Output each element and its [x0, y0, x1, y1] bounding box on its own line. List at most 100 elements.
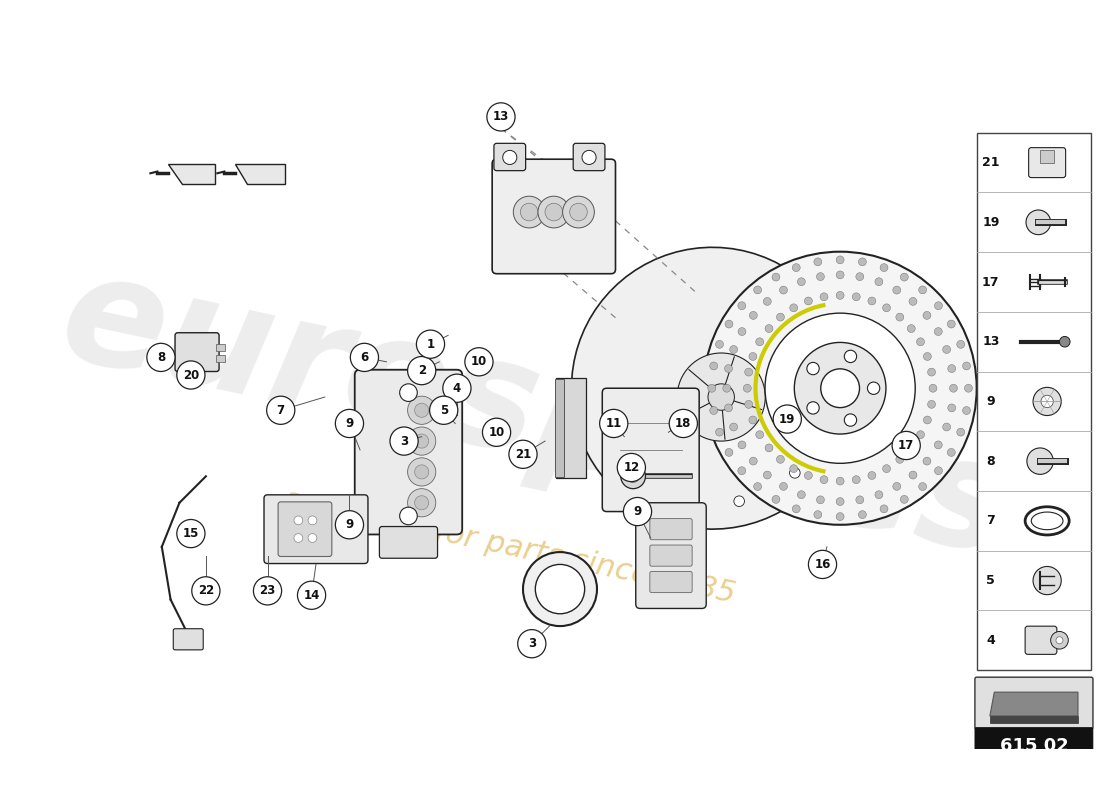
FancyBboxPatch shape [264, 495, 368, 563]
Circle shape [816, 273, 824, 281]
Text: 8: 8 [157, 351, 165, 364]
Circle shape [704, 252, 977, 525]
Circle shape [895, 455, 904, 463]
Text: 5: 5 [987, 574, 996, 587]
Circle shape [948, 365, 956, 373]
Circle shape [763, 298, 771, 306]
Text: 12: 12 [624, 461, 639, 474]
Circle shape [772, 273, 780, 281]
Circle shape [729, 423, 738, 431]
Circle shape [817, 361, 827, 371]
Polygon shape [572, 247, 854, 529]
Polygon shape [990, 716, 1078, 723]
Circle shape [1041, 395, 1054, 408]
Circle shape [836, 291, 844, 299]
Circle shape [918, 482, 926, 490]
Text: 16: 16 [814, 558, 830, 571]
Circle shape [177, 519, 205, 548]
Text: 6: 6 [361, 351, 368, 364]
FancyBboxPatch shape [175, 333, 219, 371]
Circle shape [874, 278, 883, 286]
Circle shape [790, 467, 800, 478]
Circle shape [965, 384, 972, 392]
Circle shape [725, 404, 733, 412]
Circle shape [882, 304, 891, 312]
Circle shape [858, 258, 867, 266]
Circle shape [716, 428, 724, 436]
Circle shape [627, 470, 639, 482]
Circle shape [880, 505, 888, 513]
Text: 9: 9 [345, 417, 353, 430]
Text: 20: 20 [183, 369, 199, 382]
Circle shape [710, 362, 717, 370]
Text: eurospares: eurospares [48, 242, 1024, 588]
FancyBboxPatch shape [1041, 150, 1054, 162]
Circle shape [146, 343, 175, 371]
Circle shape [408, 357, 436, 385]
Ellipse shape [1032, 512, 1063, 530]
Circle shape [764, 325, 773, 333]
Circle shape [804, 471, 812, 479]
Circle shape [390, 427, 418, 455]
Circle shape [858, 510, 867, 518]
Circle shape [415, 434, 429, 448]
Circle shape [522, 552, 597, 626]
Circle shape [807, 402, 820, 414]
Circle shape [487, 103, 515, 131]
Circle shape [669, 410, 697, 438]
Circle shape [845, 350, 857, 362]
Circle shape [723, 384, 730, 392]
Circle shape [868, 382, 880, 394]
Circle shape [882, 465, 891, 473]
Circle shape [624, 498, 651, 526]
Circle shape [415, 496, 429, 510]
Circle shape [836, 271, 844, 279]
Circle shape [927, 368, 935, 376]
Circle shape [868, 297, 876, 305]
Text: 19: 19 [982, 216, 1000, 229]
Circle shape [1027, 448, 1054, 474]
Circle shape [948, 404, 956, 412]
Circle shape [820, 293, 828, 301]
Circle shape [923, 353, 932, 361]
Circle shape [780, 482, 788, 490]
Circle shape [821, 369, 859, 408]
Text: 21: 21 [515, 448, 531, 461]
Circle shape [923, 416, 932, 424]
Circle shape [749, 353, 757, 361]
Circle shape [790, 465, 798, 473]
Text: 9: 9 [634, 505, 641, 518]
Circle shape [790, 304, 798, 312]
Text: 5: 5 [440, 404, 448, 417]
Circle shape [923, 311, 931, 319]
Circle shape [949, 384, 957, 392]
Circle shape [430, 396, 458, 424]
Text: 10: 10 [488, 426, 505, 438]
Text: 19: 19 [779, 413, 795, 426]
FancyBboxPatch shape [494, 143, 526, 170]
Circle shape [874, 490, 883, 498]
FancyBboxPatch shape [603, 388, 700, 511]
Circle shape [336, 510, 363, 539]
Text: 2: 2 [418, 364, 426, 377]
Circle shape [408, 489, 436, 517]
Circle shape [893, 482, 901, 490]
Circle shape [798, 278, 805, 286]
Circle shape [1033, 566, 1062, 594]
Circle shape [918, 286, 926, 294]
FancyBboxPatch shape [354, 370, 462, 534]
Circle shape [749, 311, 757, 319]
Polygon shape [990, 692, 1078, 716]
Circle shape [935, 466, 943, 474]
Text: 9: 9 [345, 518, 353, 531]
Bar [977, 133, 1091, 670]
Text: 7: 7 [987, 514, 996, 527]
Circle shape [678, 353, 766, 441]
FancyBboxPatch shape [1025, 626, 1057, 654]
Circle shape [1033, 387, 1062, 415]
FancyBboxPatch shape [557, 378, 586, 478]
Circle shape [927, 400, 935, 408]
Circle shape [738, 466, 746, 474]
Circle shape [868, 471, 876, 479]
Circle shape [836, 498, 844, 506]
